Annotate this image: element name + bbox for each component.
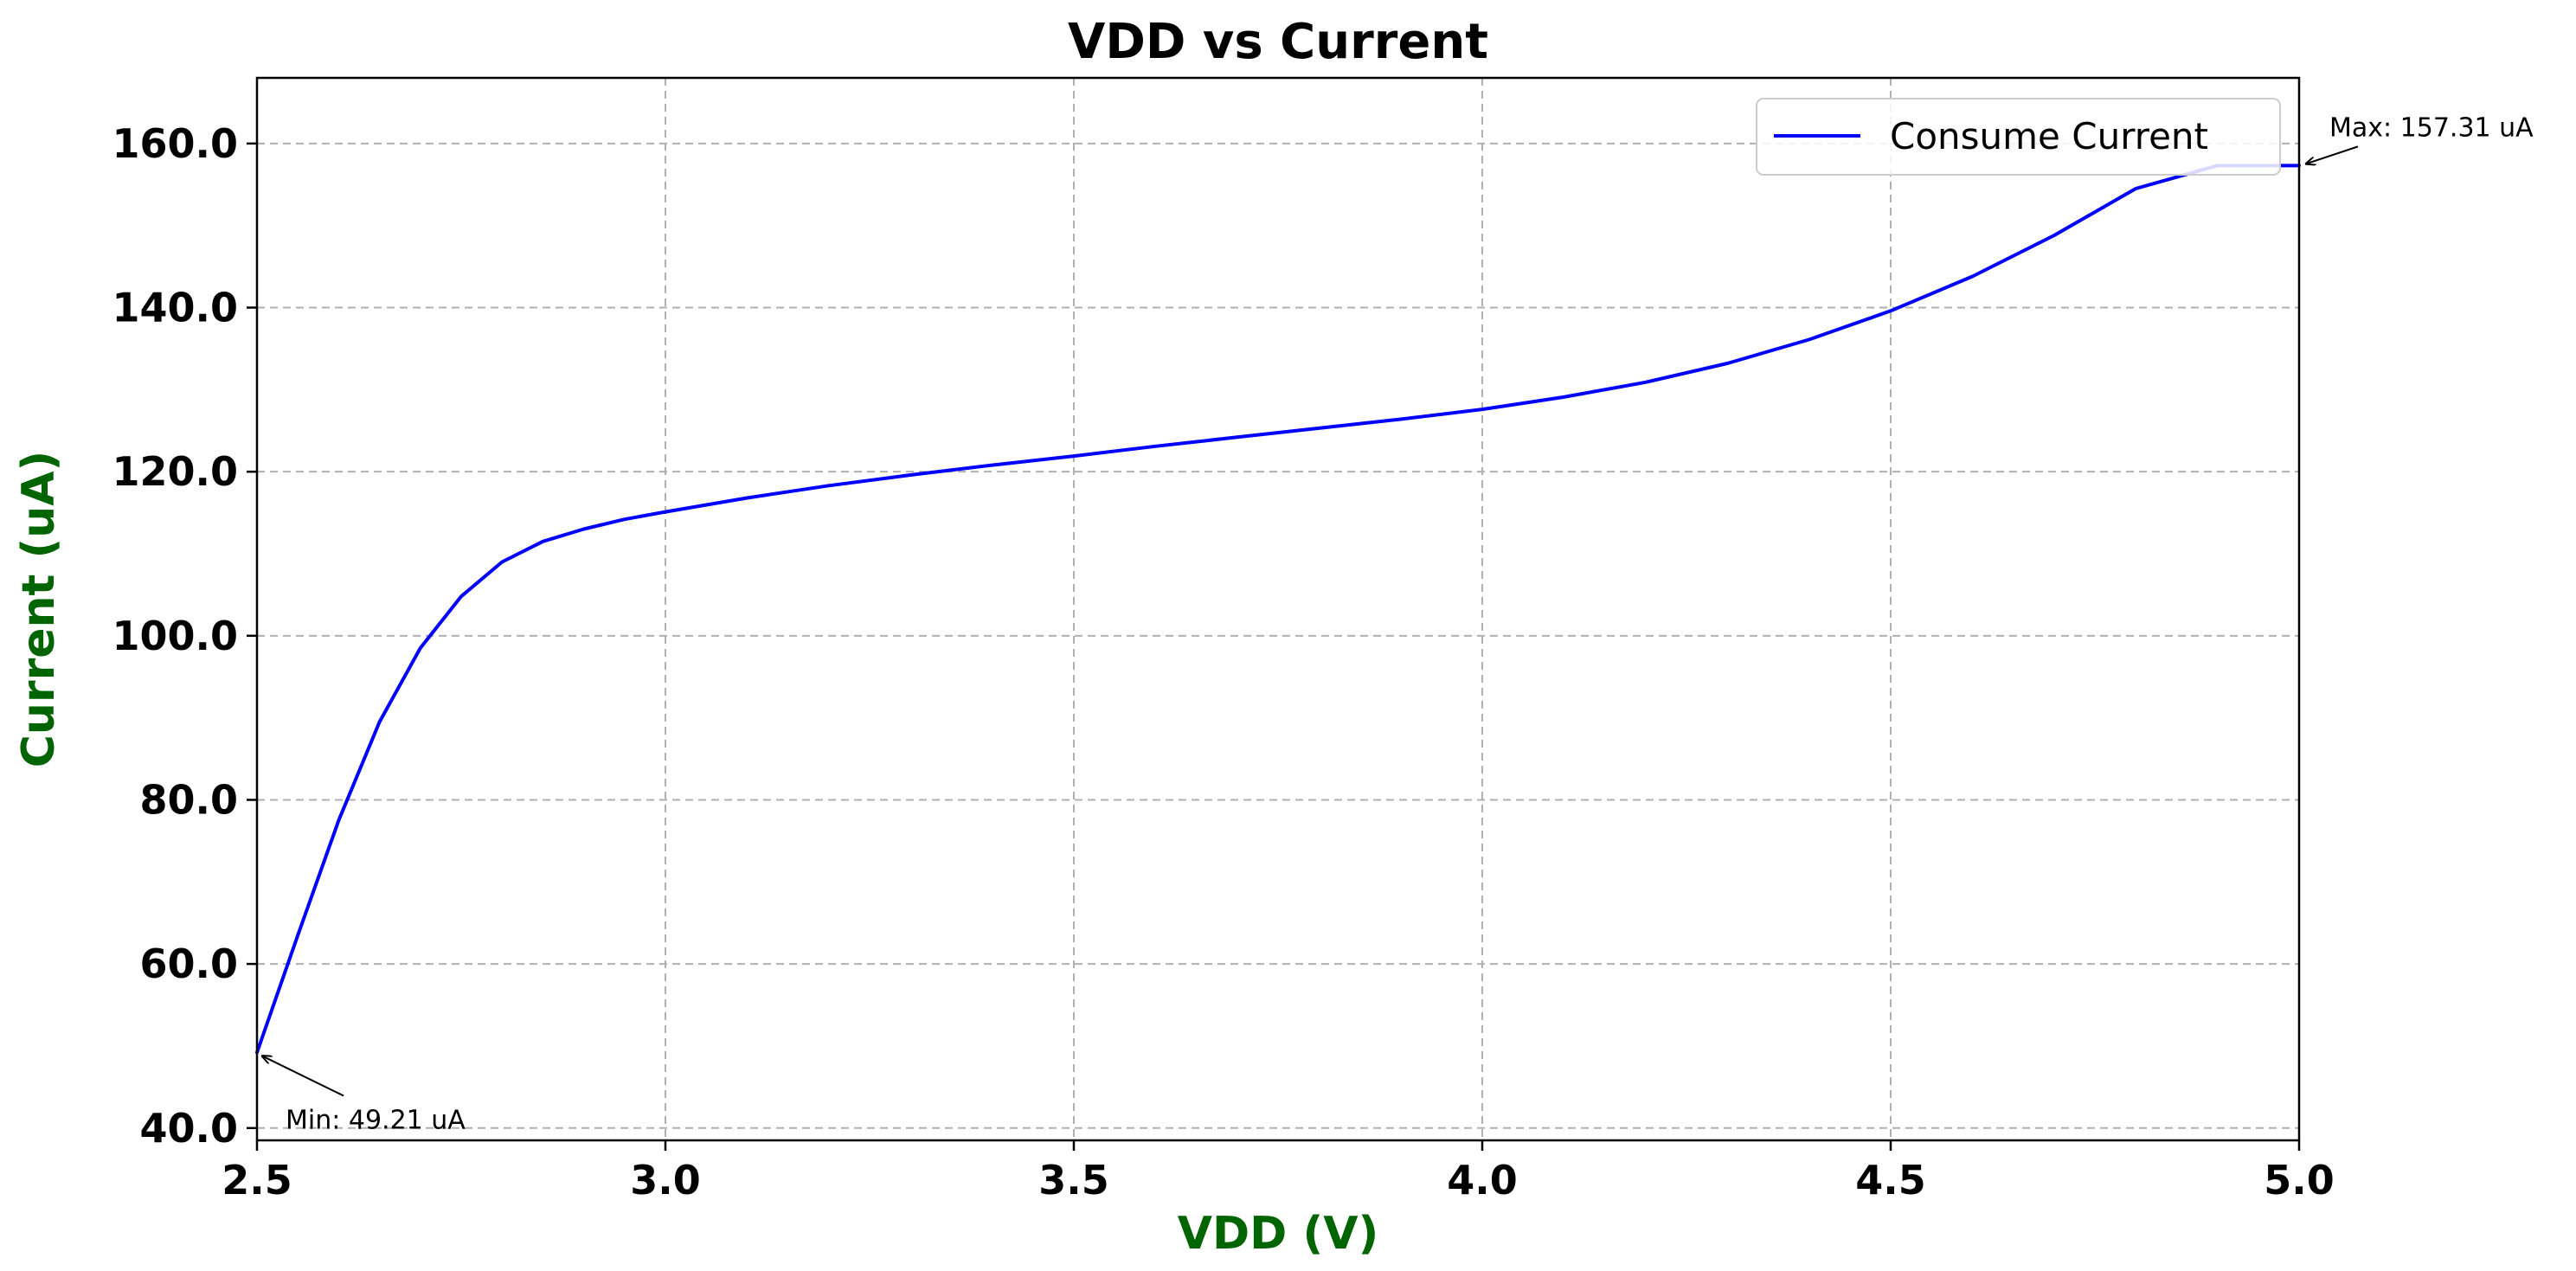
series-line-consume-current (255, 164, 2301, 1055)
grid (256, 78, 2300, 1140)
ticks: 2.5 3.0 3.5 4.0 4.5 5.0 40.0 60.0 80.0 100.0 120.0… (112, 120, 2334, 1204)
x-tick-label: 2.5 (222, 1157, 292, 1204)
y-tick-label: 80.0 (140, 776, 239, 823)
series-lines (255, 164, 2301, 1055)
legend: Consume Current (1756, 98, 2281, 176)
x-tick-label: 3.5 (1038, 1157, 1109, 1204)
y-tick-label: 40.0 (140, 1105, 239, 1152)
max-annotation-label: Max: 157.31 uA (2329, 112, 2534, 143)
x-tick-label: 4.5 (1855, 1157, 1926, 1204)
y-tick-label: 160.0 (112, 120, 238, 167)
x-tick-label: 5.0 (2264, 1157, 2335, 1204)
y-tick-label: 60.0 (140, 940, 239, 987)
legend-entry-label: Consume Current (1890, 115, 2208, 157)
x-tick-label: 4.0 (1447, 1157, 1518, 1204)
min-annotation-label: Min: 49.21 uA (286, 1105, 466, 1135)
y-tick-label: 120.0 (112, 448, 238, 495)
x-axis-label: VDD (V) (1178, 1208, 1378, 1260)
x-tick-label: 3.0 (630, 1157, 701, 1204)
y-tick-label: 100.0 (112, 613, 238, 659)
plot-background (257, 78, 2299, 1140)
y-tick-label: 140.0 (112, 285, 238, 331)
plot-frame (255, 76, 2301, 1142)
annotations: Min: 49.21 uA Max: 157.31 uA (262, 112, 2534, 1135)
annotation-arrow (2306, 145, 2359, 164)
y-axis-label: Current (uA) (13, 451, 65, 768)
chart-title: VDD vs Current (1068, 14, 1488, 70)
annotation-arrow (262, 1056, 344, 1097)
legend-box (1756, 98, 2281, 176)
